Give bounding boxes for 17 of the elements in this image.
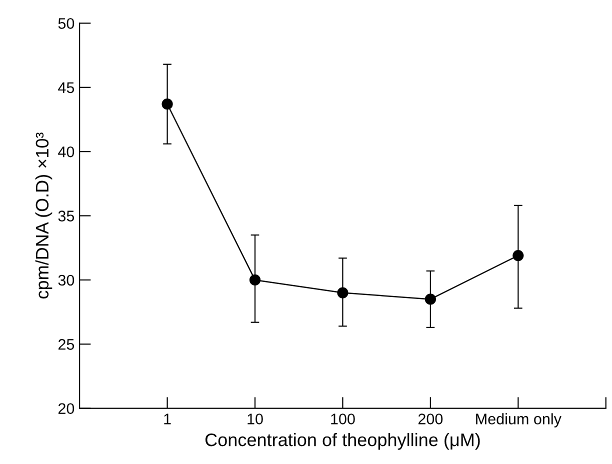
x-tick-label: 1: [164, 414, 171, 424]
x-tick-label: 10: [248, 414, 263, 424]
y-tick-label: 45: [58, 82, 74, 94]
point: [512, 250, 524, 262]
y-tick-label: 20: [58, 403, 74, 414]
y-tick-label: 25: [58, 339, 74, 350]
x-tick-label: Medium only: [476, 413, 562, 428]
y-tick-label: 30: [58, 274, 74, 286]
y-tick-label: 40: [58, 146, 74, 158]
x-tick-label: 200: [418, 414, 443, 424]
x-axis-title: Concentration of theophylline (μM): [205, 432, 480, 450]
y-axis-title: cpm/DNA (O.D) ×10³: [35, 132, 52, 299]
y-tick-label: 35: [58, 210, 74, 222]
point: [424, 294, 436, 305]
x-tick-label: 100: [331, 414, 355, 424]
y-tick-label: 50: [58, 18, 74, 29]
point: [249, 274, 261, 286]
